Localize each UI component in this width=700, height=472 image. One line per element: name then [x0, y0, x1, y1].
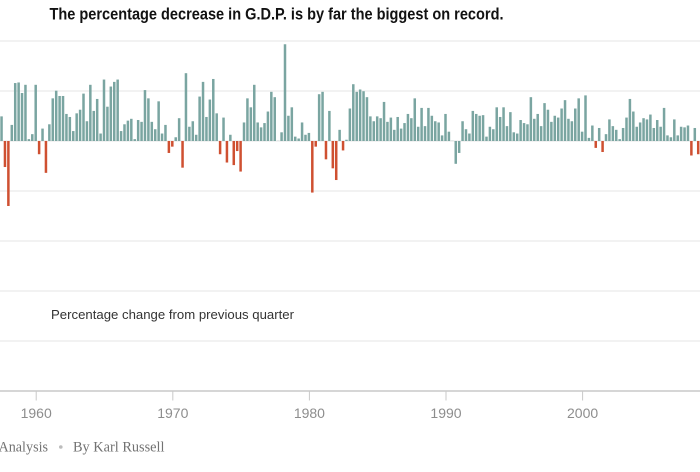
- svg-text:The percentage decrease in G.D: The percentage decrease in G.D.P. is by …: [50, 6, 504, 24]
- svg-text:By Karl Russell: By Karl Russell: [73, 440, 165, 456]
- svg-text:Percentage change from previou: Percentage change from previous quarter: [51, 308, 294, 322]
- svg-text:1990: 1990: [430, 405, 461, 421]
- svg-text:Analysis: Analysis: [0, 440, 48, 456]
- svg-text:1980: 1980: [294, 405, 325, 421]
- svg-text:1970: 1970: [157, 405, 188, 421]
- svg-text:1960: 1960: [21, 405, 52, 421]
- svg-text:2000: 2000: [567, 405, 598, 421]
